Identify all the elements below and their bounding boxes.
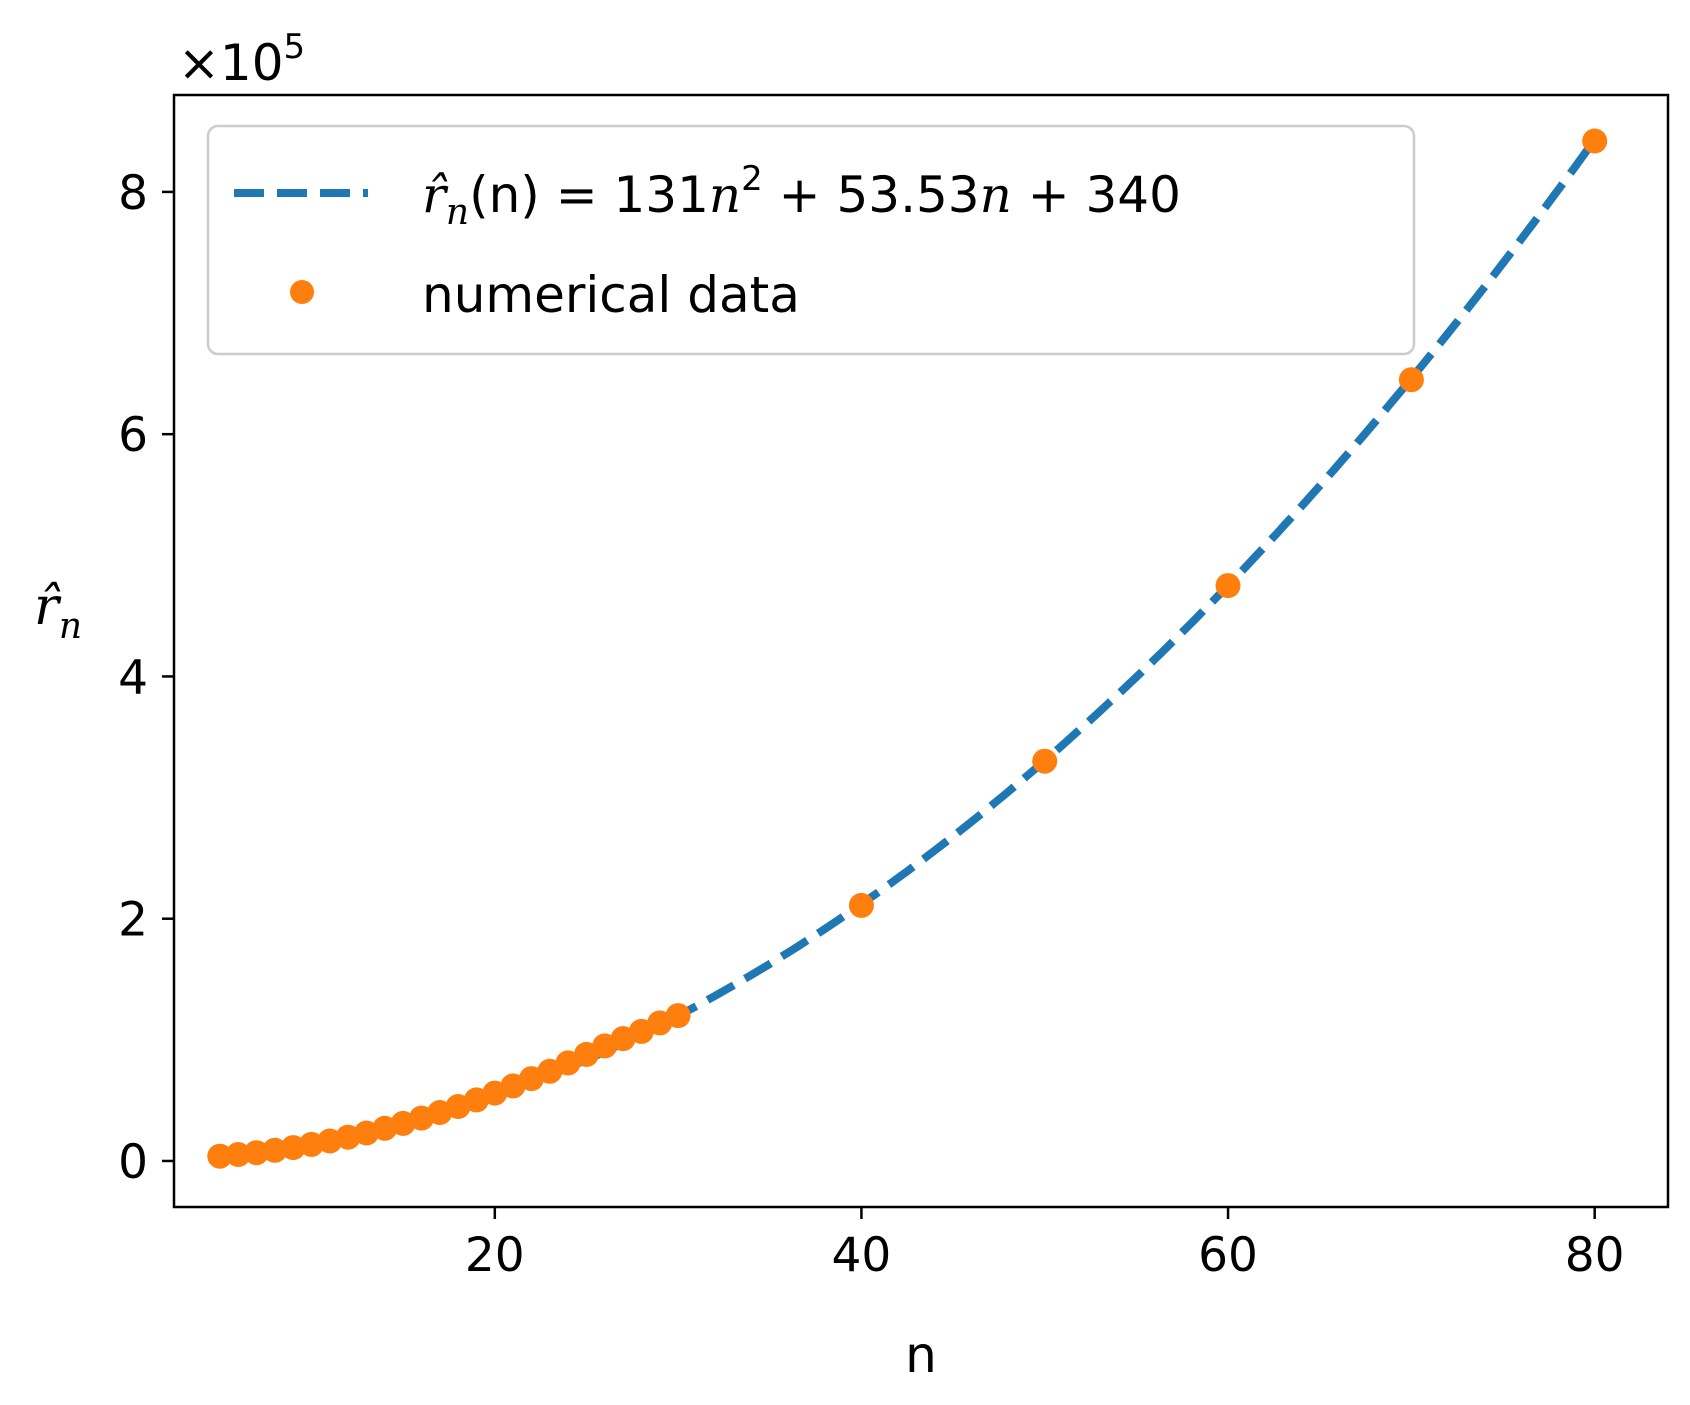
data-point — [1215, 573, 1241, 599]
data-point — [1398, 367, 1424, 393]
data-point — [225, 1142, 251, 1167]
data-point — [207, 1143, 233, 1169]
y-tick-label: 4 — [118, 650, 148, 705]
legend-data-marker — [290, 280, 314, 304]
x-axis-label: n — [905, 1326, 937, 1384]
y-tick-label: 0 — [118, 1135, 148, 1190]
y-offset-text: ×105 — [178, 27, 305, 92]
x-tick-label: 80 — [1565, 1228, 1625, 1283]
legend-fit-label: r̂n(n) = 131n2 + 53.53n + 340 — [422, 159, 1181, 233]
data-point — [848, 892, 874, 918]
x-tick-label: 40 — [832, 1228, 892, 1283]
data-point — [1032, 748, 1058, 774]
y-tick-label: 6 — [118, 408, 148, 463]
y-tick-label: 2 — [118, 893, 148, 948]
x-tick-label: 60 — [1198, 1228, 1258, 1283]
x-axis: 20 40 60 80 — [465, 1207, 1625, 1283]
y-axis-label: r̂n — [34, 577, 82, 647]
x-tick-label: 20 — [465, 1228, 525, 1283]
legend: r̂n(n) = 131n2 + 53.53n + 340 numerical … — [206, 124, 1416, 356]
data-point — [1582, 128, 1608, 154]
legend-box — [206, 124, 1416, 356]
data-point — [262, 1137, 288, 1163]
plot-area-frame — [172, 93, 1670, 1209]
y-axis: 0 2 4 6 8 — [118, 166, 174, 1190]
legend-data-label: numerical data — [422, 266, 800, 324]
data-point — [665, 1003, 691, 1029]
data-points-layer — [207, 128, 1608, 1169]
data-point — [244, 1140, 269, 1166]
y-tick-label: 8 — [118, 166, 148, 221]
